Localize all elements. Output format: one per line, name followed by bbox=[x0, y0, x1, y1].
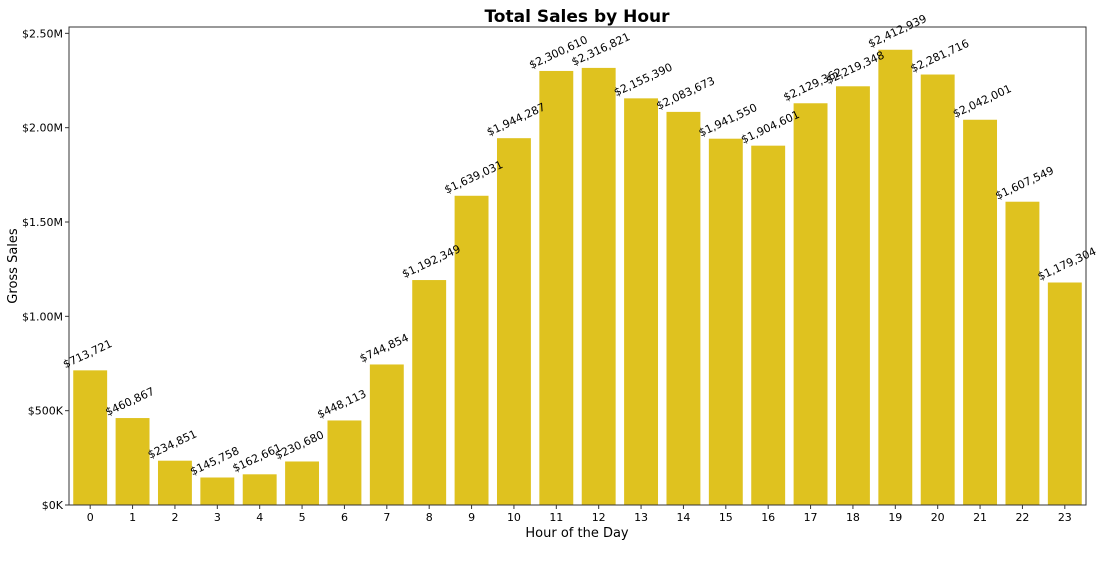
plot-frame bbox=[68, 26, 1087, 506]
bar-hour-2 bbox=[157, 460, 192, 505]
bar-hour-20 bbox=[920, 74, 955, 506]
x-tick-label: 8 bbox=[426, 511, 433, 524]
y-tick-label: $500K bbox=[28, 405, 64, 418]
x-tick-label: 9 bbox=[468, 511, 475, 524]
x-tick-label: 22 bbox=[1015, 511, 1029, 524]
x-axis-label: Hour of the Day bbox=[525, 526, 629, 541]
bar-hour-8 bbox=[412, 280, 447, 505]
x-tick-label: 2 bbox=[171, 511, 178, 524]
y-tick-label: $2.50M bbox=[22, 27, 63, 40]
data-label: $744,854 bbox=[358, 331, 411, 365]
bar-hour-23 bbox=[1047, 282, 1082, 505]
y-tick-label: $1.50M bbox=[22, 216, 63, 229]
bar-hour-15 bbox=[708, 138, 743, 505]
x-tick-label: 15 bbox=[719, 511, 733, 524]
y-tick-label: $1.00M bbox=[22, 310, 63, 323]
bar-hour-10 bbox=[496, 138, 531, 505]
bar-hour-17 bbox=[793, 103, 828, 505]
data-label: $2,281,716 bbox=[909, 37, 972, 75]
y-tick-label: $2.00M bbox=[22, 122, 63, 135]
chart-title: Total Sales by Hour bbox=[484, 7, 670, 27]
x-tick-label: 19 bbox=[888, 511, 902, 524]
data-label: $1,639,031 bbox=[442, 158, 505, 196]
x-tick-label: 12 bbox=[592, 511, 606, 524]
x-tick-label: 14 bbox=[676, 511, 690, 524]
data-label: $460,867 bbox=[103, 385, 156, 419]
data-label: $1,192,349 bbox=[400, 242, 463, 280]
bar-hour-14 bbox=[666, 111, 701, 505]
x-tick-label: 0 bbox=[87, 511, 94, 524]
bar-hour-9 bbox=[454, 195, 489, 505]
bar-hour-12 bbox=[581, 67, 616, 506]
bar-hour-7 bbox=[369, 364, 404, 505]
data-label: $1,179,304 bbox=[1036, 245, 1099, 283]
x-tick-label: 11 bbox=[549, 511, 563, 524]
bar-hour-19 bbox=[878, 49, 913, 505]
data-label: $2,042,001 bbox=[951, 82, 1014, 120]
x-tick-label: 3 bbox=[214, 511, 221, 524]
x-tick-label: 18 bbox=[846, 511, 860, 524]
bar-hour-5 bbox=[285, 461, 320, 505]
bar-hour-4 bbox=[242, 474, 277, 505]
data-label: $1,607,549 bbox=[993, 164, 1056, 202]
bar-hour-6 bbox=[327, 420, 362, 505]
data-label: $1,944,287 bbox=[485, 100, 548, 138]
bar-hour-1 bbox=[115, 418, 150, 505]
x-tick-label: 23 bbox=[1058, 511, 1072, 524]
bar-hour-3 bbox=[200, 477, 235, 505]
data-label: $2,083,673 bbox=[654, 74, 717, 112]
x-tick-label: 10 bbox=[507, 511, 521, 524]
x-tick-label: 17 bbox=[804, 511, 818, 524]
x-tick-label: 16 bbox=[761, 511, 775, 524]
x-tick-label: 21 bbox=[973, 511, 987, 524]
data-label: $230,680 bbox=[273, 428, 326, 462]
x-tick-label: 7 bbox=[383, 511, 390, 524]
x-tick-label: 4 bbox=[256, 511, 263, 524]
bar-hour-22 bbox=[1005, 201, 1040, 505]
y-tick-label: $0K bbox=[42, 499, 64, 512]
x-tick-label: 6 bbox=[341, 511, 348, 524]
x-tick-label: 20 bbox=[931, 511, 945, 524]
x-tick-label: 1 bbox=[129, 511, 136, 524]
bar-hour-21 bbox=[963, 119, 998, 505]
data-label: $2,155,390 bbox=[612, 61, 675, 99]
bar-hour-18 bbox=[835, 86, 870, 505]
x-tick-label: 5 bbox=[299, 511, 306, 524]
data-label: $448,113 bbox=[315, 387, 368, 421]
data-label: $2,412,939 bbox=[866, 12, 929, 50]
bar-hour-16 bbox=[751, 145, 786, 506]
y-axis-label: Gross Sales bbox=[6, 228, 21, 304]
x-tick-label: 13 bbox=[634, 511, 648, 524]
bar-hour-11 bbox=[539, 70, 574, 505]
bar-hour-0 bbox=[73, 370, 108, 505]
bar-hour-13 bbox=[624, 98, 659, 505]
data-label: $234,851 bbox=[146, 427, 199, 461]
